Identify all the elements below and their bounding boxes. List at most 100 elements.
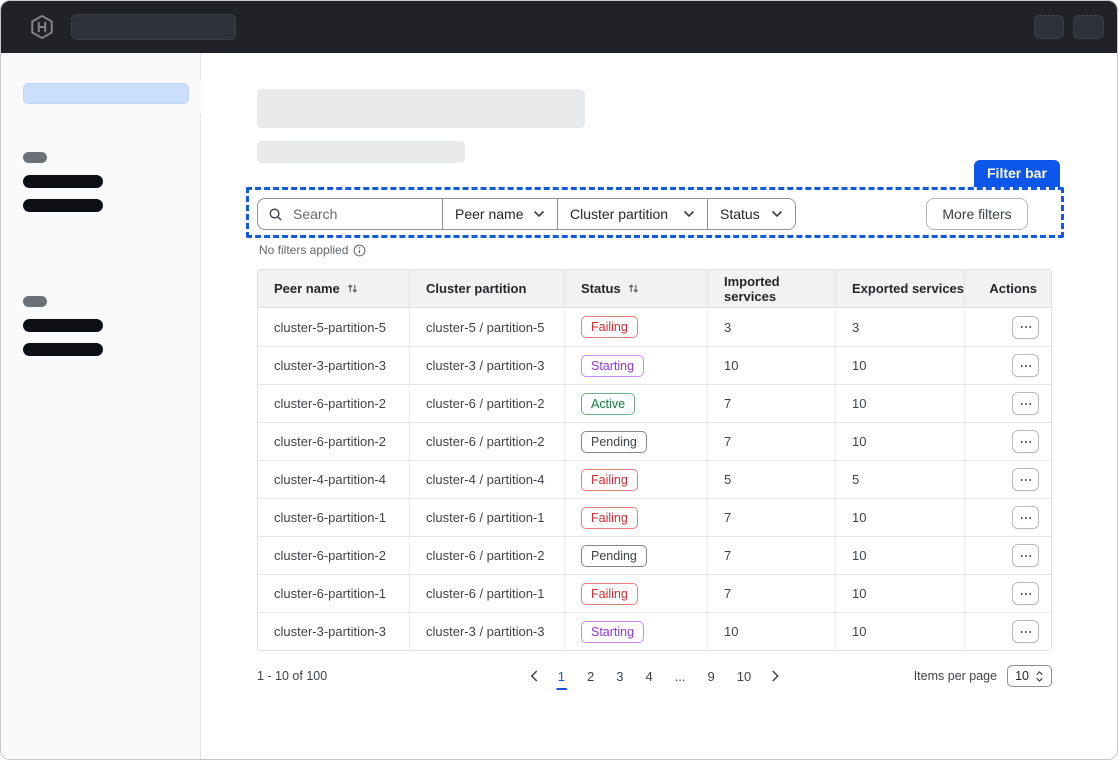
cluster-partition-text: cluster-6 / partition-2 bbox=[426, 434, 545, 449]
column-header-label: Status bbox=[581, 281, 621, 296]
cell-actions bbox=[964, 347, 1051, 384]
cell-actions bbox=[964, 423, 1051, 460]
exported-count: 10 bbox=[852, 358, 867, 373]
sort-icon[interactable] bbox=[347, 283, 358, 294]
sort-icon[interactable] bbox=[628, 283, 639, 294]
page-number[interactable]: 1 bbox=[551, 665, 572, 690]
column-header-label: Peer name bbox=[274, 281, 340, 296]
items-per-page-value: 10 bbox=[1015, 669, 1029, 683]
peer-name-text: cluster-6-partition-2 bbox=[274, 396, 386, 411]
status-badge: Starting bbox=[581, 354, 645, 377]
info-icon[interactable] bbox=[353, 244, 366, 257]
exported-count: 10 bbox=[852, 586, 867, 601]
filter-bar: Peer name Cluster partition bbox=[257, 198, 796, 230]
column-header[interactable]: Imported services bbox=[707, 270, 835, 307]
peer-name-text: cluster-6-partition-1 bbox=[274, 510, 386, 525]
column-header[interactable]: Peer name bbox=[258, 270, 409, 307]
cell-imported-services: 7 bbox=[707, 499, 835, 536]
cell-exported-services: 10 bbox=[835, 385, 964, 422]
status-badge: Failing bbox=[581, 316, 638, 338]
sidebar-active-item-placeholder[interactable] bbox=[23, 83, 189, 104]
column-header-label: Cluster partition bbox=[426, 281, 527, 296]
cell-imported-services: 7 bbox=[707, 575, 835, 612]
cell-cluster-partition: cluster-4 / partition-4 bbox=[409, 461, 564, 498]
table-header-row: Peer name Cluster partition bbox=[258, 270, 1051, 308]
cell-imported-services: 3 bbox=[707, 308, 835, 346]
row-actions-button[interactable] bbox=[1012, 392, 1039, 415]
cell-exported-services: 3 bbox=[835, 308, 964, 346]
chevron-down-icon bbox=[533, 210, 545, 218]
imported-count: 7 bbox=[724, 434, 732, 449]
filter-dropdown[interactable]: Cluster partition bbox=[557, 199, 707, 229]
cell-status: Failing bbox=[564, 308, 707, 346]
cell-status: Pending bbox=[564, 537, 707, 574]
row-actions-button[interactable] bbox=[1012, 582, 1039, 605]
page-subtitle-placeholder bbox=[257, 141, 465, 163]
page-number[interactable]: 2 bbox=[586, 668, 595, 684]
cell-actions bbox=[964, 613, 1051, 650]
cell-status: Active bbox=[564, 385, 707, 422]
page-number[interactable]: 10 bbox=[736, 668, 752, 684]
filter-status-text: No filters applied bbox=[259, 243, 349, 257]
nav-search-placeholder[interactable] bbox=[71, 14, 236, 40]
sidebar-item-placeholder[interactable] bbox=[23, 343, 103, 356]
status-badge: Active bbox=[581, 392, 636, 415]
sidebar-item-placeholder[interactable] bbox=[23, 199, 103, 212]
page-number[interactable]: 3 bbox=[616, 668, 624, 684]
cell-cluster-partition: cluster-6 / partition-1 bbox=[409, 499, 564, 536]
page-number[interactable]: 9 bbox=[707, 668, 715, 684]
search-input[interactable] bbox=[291, 205, 432, 223]
row-actions-button[interactable] bbox=[1012, 430, 1039, 453]
cell-peer-name: cluster-5-partition-5 bbox=[258, 308, 409, 346]
cell-actions bbox=[964, 575, 1051, 612]
row-actions-button[interactable] bbox=[1012, 506, 1039, 529]
items-per-page-select[interactable]: 10 bbox=[1007, 665, 1052, 687]
sidebar-item-placeholder[interactable] bbox=[23, 319, 103, 332]
row-actions-button[interactable] bbox=[1012, 315, 1039, 339]
cell-exported-services: 10 bbox=[835, 613, 964, 650]
imported-count: 10 bbox=[724, 624, 739, 639]
cell-cluster-partition: cluster-6 / partition-2 bbox=[409, 423, 564, 460]
status-badge: Pending bbox=[581, 544, 647, 567]
sidebar-section-label-placeholder bbox=[23, 152, 47, 163]
nav-action-placeholder[interactable] bbox=[1034, 15, 1064, 39]
items-per-page-label: Items per page bbox=[913, 669, 998, 683]
imported-count: 3 bbox=[724, 319, 732, 335]
next-page-button[interactable] bbox=[766, 666, 784, 686]
row-actions-button[interactable] bbox=[1012, 544, 1039, 567]
more-filters-button[interactable]: More filters bbox=[926, 198, 1028, 230]
exported-count: 5 bbox=[852, 472, 860, 487]
exported-count: 10 bbox=[852, 396, 867, 411]
filter-dropdown[interactable]: Status bbox=[707, 199, 795, 229]
cell-peer-name: cluster-3-partition-3 bbox=[258, 613, 409, 650]
previous-page-button[interactable] bbox=[525, 666, 543, 686]
cell-cluster-partition: cluster-3 / partition-3 bbox=[409, 613, 564, 650]
column-header[interactable]: Actions bbox=[964, 270, 1051, 307]
cell-actions bbox=[964, 308, 1051, 346]
nav-action-placeholder[interactable] bbox=[1073, 15, 1104, 39]
chevron-down-icon bbox=[683, 210, 695, 218]
cell-peer-name: cluster-4-partition-4 bbox=[258, 461, 409, 498]
table-row: cluster-6-partition-1 cluster-6 / partit… bbox=[258, 574, 1051, 612]
column-header[interactable]: Cluster partition bbox=[409, 270, 564, 307]
main-content: Filter bar Peer name bbox=[201, 53, 1117, 759]
cell-imported-services: 7 bbox=[707, 537, 835, 574]
row-actions-button[interactable] bbox=[1012, 354, 1039, 377]
filter-status: No filters applied bbox=[259, 243, 366, 257]
sidebar-item-placeholder[interactable] bbox=[23, 175, 103, 188]
filter-dropdown-label: Status bbox=[720, 206, 760, 222]
peer-name-text: cluster-6-partition-1 bbox=[274, 586, 386, 601]
filter-dropdown[interactable]: Peer name bbox=[442, 199, 557, 229]
page-number[interactable]: 4 bbox=[645, 668, 653, 684]
column-header[interactable]: Exported services bbox=[835, 270, 964, 307]
cell-cluster-partition: cluster-6 / partition-2 bbox=[409, 537, 564, 574]
search-field bbox=[258, 199, 442, 229]
row-actions-button[interactable] bbox=[1012, 620, 1039, 643]
column-header[interactable]: Status bbox=[564, 270, 707, 307]
cell-peer-name: cluster-6-partition-1 bbox=[258, 499, 409, 536]
row-actions-button[interactable] bbox=[1012, 468, 1039, 491]
status-badge: Starting bbox=[581, 620, 645, 643]
cell-cluster-partition: cluster-6 / partition-2 bbox=[409, 385, 564, 422]
cell-status: Failing bbox=[564, 499, 707, 536]
